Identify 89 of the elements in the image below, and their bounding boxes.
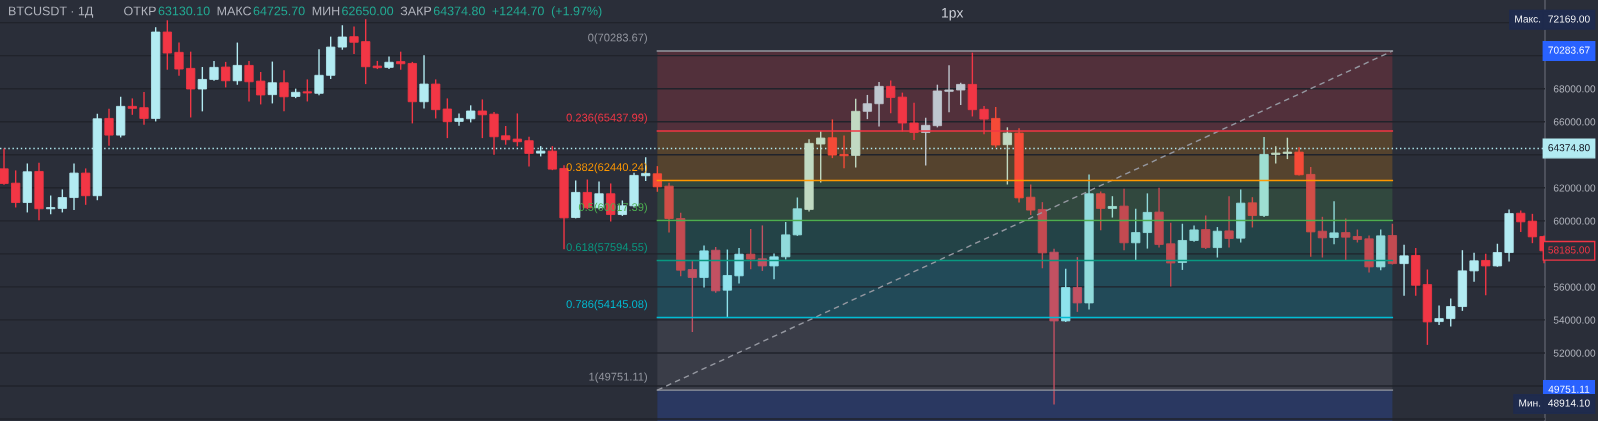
candlestick [1434,305,1444,325]
candlestick [0,148,9,185]
candlestick [746,228,756,270]
candlestick [139,91,149,125]
candlestick [734,247,744,284]
candlestick [512,113,522,147]
y-tick-label: 62000.00 [1553,184,1596,192]
candlestick [757,225,767,271]
candlestick [874,82,884,127]
candlestick [1329,201,1339,245]
candlestick [1446,298,1456,327]
y-tick-label: 66000.00 [1553,118,1596,126]
text: 49751.11 [1548,385,1590,393]
candlestick [174,42,184,76]
text: 70283.67 [1548,46,1590,54]
text: 58185.00 [1548,246,1590,254]
candlestick [1002,127,1012,185]
candlestick [256,71,266,105]
ref-line-label: 1(49751.11) [589,372,647,383]
candlestick [956,82,966,106]
candlestick [1142,193,1152,249]
candlestick [547,146,557,171]
annotation: Макс. 72169.00 [1515,15,1590,23]
candlestick [1317,216,1328,258]
candlestick [454,113,464,126]
y-tick-label: 56000.00 [1553,283,1596,291]
candlestick [11,170,21,208]
candlestick [1247,197,1258,228]
candlestick [104,108,114,146]
candlestick [781,222,791,260]
y-tick-label: 60000.00 [1553,217,1596,225]
annotation: 1px [942,8,964,21]
candlestick [1341,218,1351,261]
candlestick [1516,210,1526,232]
candlestick [221,61,231,88]
candlestick [419,55,429,109]
chart-title: BTCUSDT · 1Д [9,6,94,18]
ref-line-label: 0.236(65437.99) [566,113,647,124]
candlestick [862,94,872,120]
candlestick [839,135,849,169]
candlestick [1107,196,1117,218]
candlestick [1026,184,1036,215]
candlestick [944,65,954,113]
candlestick [1399,244,1409,296]
candlestick [162,20,172,70]
candlestick [442,98,452,139]
candlestick [477,99,487,139]
candlestick [1212,227,1223,258]
candlestick [232,42,242,85]
y-tick-label: 54000.00 [1553,316,1596,324]
candlestick [1527,213,1538,244]
text: ОТКР63130.10 МАКС64725.70 МИН62650.00 ЗАКР64374.80 +1244.70 (+1.97%) [124,6,602,18]
candlestick [302,79,312,102]
candlestick [886,80,896,114]
candlestick [279,70,289,112]
annotation: Мин. 48914.10 [1519,399,1590,407]
ref-line-label: 0.786(54145.08) [566,299,647,311]
candlestick [349,26,359,55]
y-tick-label: 68000.00 [1553,85,1596,93]
candlestick [1224,196,1234,248]
candlestick [314,49,324,96]
candlestick [197,67,207,112]
candlestick [1469,252,1479,282]
candlestick [1294,147,1304,176]
candlestick [209,60,219,81]
ref-line-label: 0(70283.67) [588,33,647,44]
candlestick [687,261,697,333]
candlestick [244,60,254,102]
candlestick [1096,191,1106,231]
candlestick [1201,215,1211,249]
candlestick [1072,257,1082,312]
candlestick [1492,243,1503,267]
y-tick-label: 52000.00 [1553,349,1596,357]
ref-line-label: 64374.80 [1548,144,1590,152]
candlestick [1177,223,1187,270]
candlestick [1282,137,1293,160]
candlestick [524,136,534,167]
candlestick [267,61,277,104]
candlestick [1481,253,1491,296]
candlestick [652,166,662,192]
candlestick [1131,208,1141,261]
ref-line-label: 0.618(57594.55) [566,242,647,254]
candlestick [186,51,196,118]
candlestick [489,111,499,155]
candlestick [81,168,91,205]
candlestick [827,119,837,159]
candlestick [1166,222,1176,287]
candlestick [816,131,826,183]
candlestick [722,249,732,317]
